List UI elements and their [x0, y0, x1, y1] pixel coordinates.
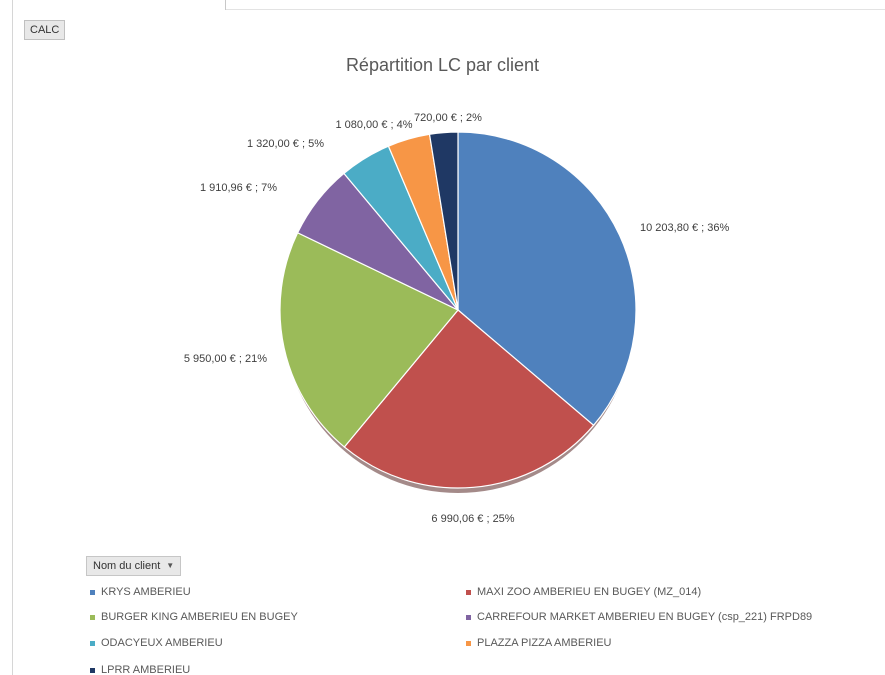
pie-slice-2[interactable] — [343, 309, 595, 489]
pie-slice-7[interactable] — [428, 131, 459, 311]
legend-label: PLAZZA PIZZA AMBERIEU — [477, 637, 612, 649]
chart-title: Répartition LC par client — [345, 55, 540, 75]
data-label-1: 10 203,80 € ; 36% — [640, 222, 730, 234]
top-divider — [225, 0, 226, 10]
legend-item-7[interactable]: LPRR AMBERIEU — [90, 664, 190, 675]
pie-slice-3[interactable] — [279, 231, 459, 448]
legend-swatch — [466, 589, 471, 595]
client-filter-label: Nom du client — [93, 560, 161, 572]
data-label-4: 1 910,96 € ; 7% — [200, 182, 277, 194]
legend-item-6[interactable]: PLAZZA PIZZA AMBERIEU — [466, 637, 611, 649]
legend-item-4[interactable]: CARREFOUR MARKET AMBERIEU EN BUGEY (csp_… — [466, 611, 812, 623]
legend-label: KRYS AMBERIEU — [101, 586, 191, 598]
chevron-down-icon: ▼ — [166, 561, 175, 570]
legend-item-2[interactable]: MAXI ZOO AMBERIEU EN BUGEY (MZ_014) — [466, 586, 701, 598]
data-label-5: 1 320,00 € ; 5% — [247, 138, 324, 150]
data-label-6: 1 080,00 € ; 4% — [335, 119, 412, 131]
legend-swatch — [90, 589, 95, 595]
data-label-7: 720,00 € ; 2% — [414, 112, 482, 124]
legend-item-1[interactable]: KRYS AMBERIEU — [90, 586, 191, 598]
pie-slice-1[interactable] — [457, 131, 637, 427]
legend-swatch — [466, 640, 471, 646]
legend-label: LPRR AMBERIEU — [101, 664, 191, 675]
data-label-2: 6 990,06 € ; 25% — [431, 513, 514, 525]
legend-swatch — [90, 614, 95, 620]
legend-swatch — [90, 667, 95, 673]
legend-label: BURGER KING AMBERIEU EN BUGEY — [101, 611, 298, 623]
data-label-3: 5 950,00 € ; 21% — [184, 353, 267, 365]
client-filter-dropdown[interactable]: Nom du client ▼ — [86, 556, 182, 576]
legend-swatch — [466, 614, 471, 620]
legend-label: CARREFOUR MARKET AMBERIEU EN BUGEY (csp_… — [477, 611, 813, 623]
legend-item-5[interactable]: ODACYEUX AMBERIEU — [90, 637, 223, 649]
legend-item-3[interactable]: BURGER KING AMBERIEU EN BUGEY — [90, 611, 298, 623]
legend-label: ODACYEUX AMBERIEU — [101, 637, 223, 649]
calc-field-button[interactable]: CALC — [24, 20, 66, 40]
top-border — [226, 9, 885, 10]
legend-label: MAXI ZOO AMBERIEU EN BUGEY (MZ_014) — [477, 586, 702, 598]
left-margin — [0, 0, 13, 675]
legend-swatch — [90, 640, 95, 646]
